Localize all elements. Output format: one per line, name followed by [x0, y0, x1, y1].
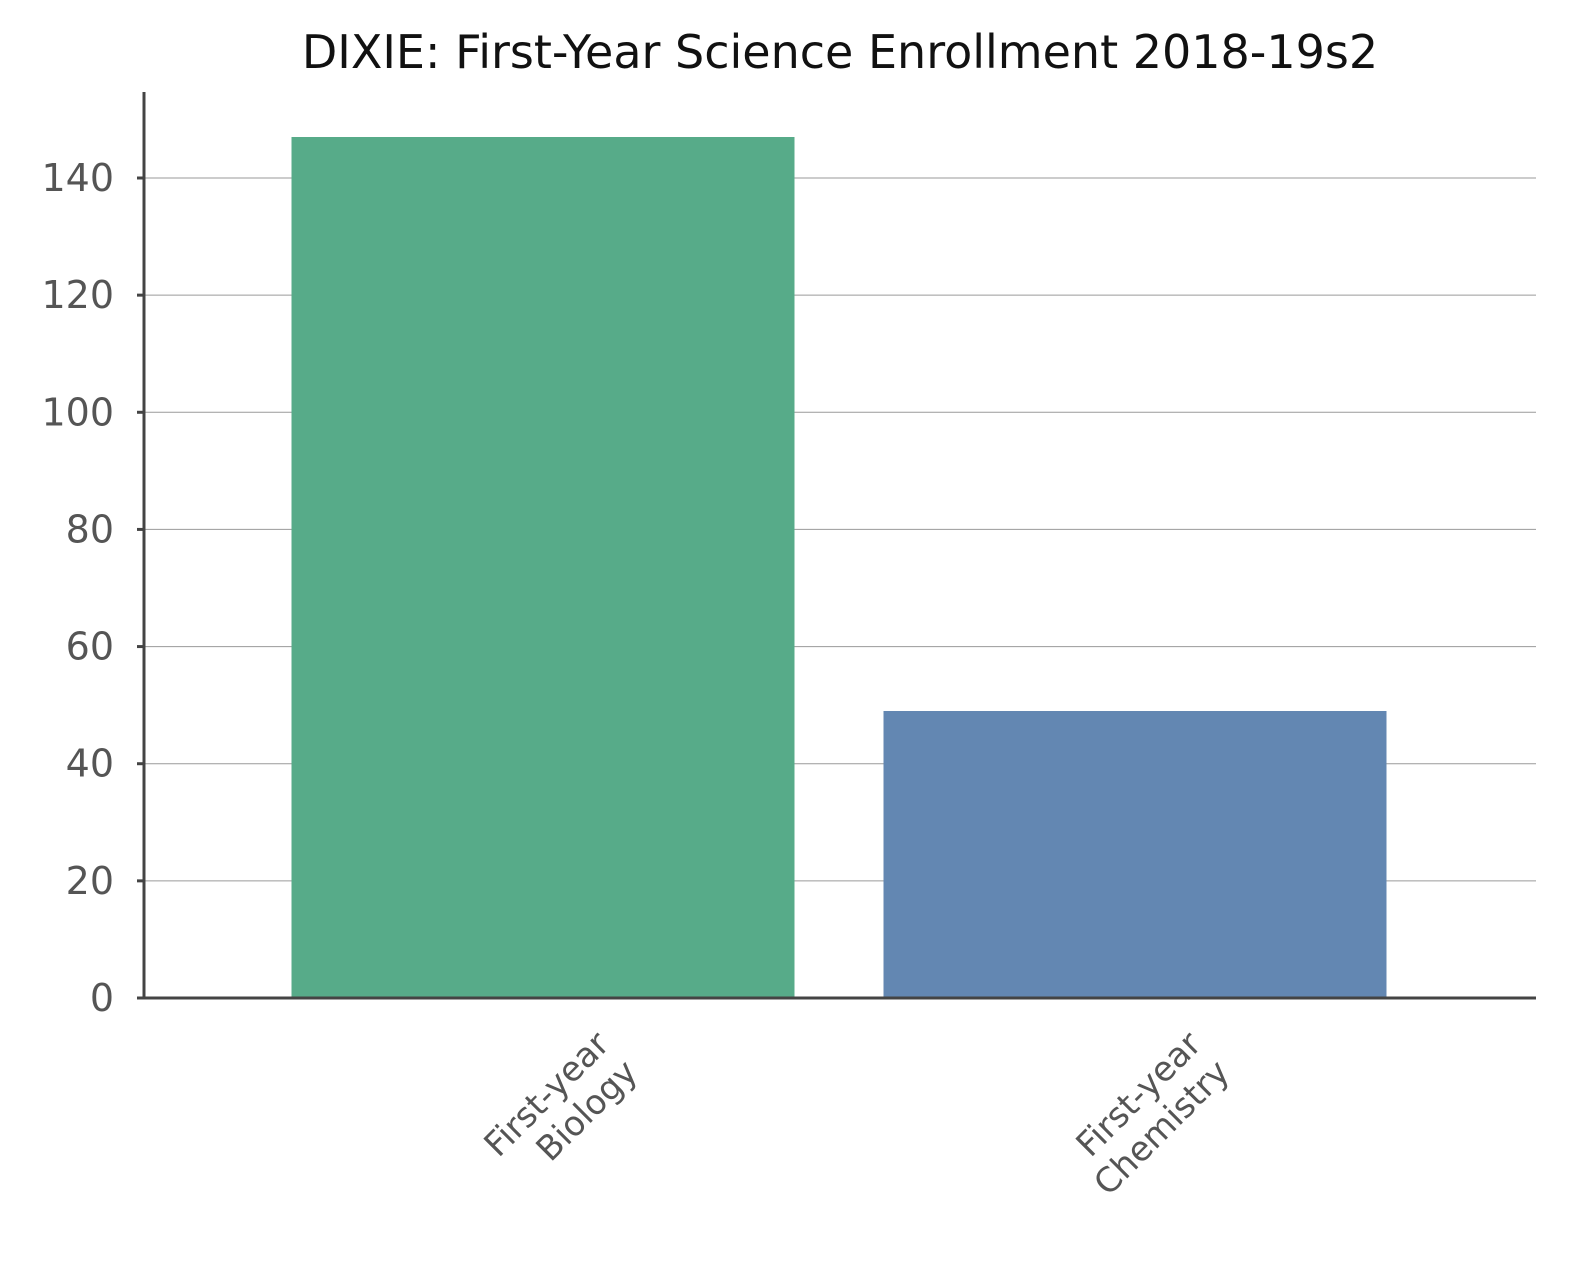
y-tick-label-80: 80 [66, 507, 114, 551]
chart-title: DIXIE: First-Year Science Enrollment 201… [302, 25, 1378, 79]
y-tick-label-140: 140 [41, 156, 114, 200]
y-tick-label-120: 120 [41, 273, 114, 317]
y-tick-label-40: 40 [66, 742, 114, 786]
y-tick-label-20: 20 [66, 859, 114, 903]
y-tick-label-0: 0 [90, 976, 114, 1020]
bar-first-year-chemistry [883, 711, 1387, 998]
bars [291, 137, 1387, 998]
x-category-label-2: First-yearChemistry [1058, 1024, 1238, 1204]
axes [137, 92, 1536, 1000]
x-category-labels: First-yearBiology First-yearChemistry [477, 1024, 1238, 1204]
x-category-label-1: First-yearBiology [477, 1024, 646, 1193]
y-tick-label-60: 60 [66, 625, 114, 669]
y-tick-label-100: 100 [41, 390, 114, 434]
y-tick-labels: 0 20 40 60 80 100 120 140 [41, 156, 114, 1020]
bar-first-year-biology [291, 137, 795, 998]
